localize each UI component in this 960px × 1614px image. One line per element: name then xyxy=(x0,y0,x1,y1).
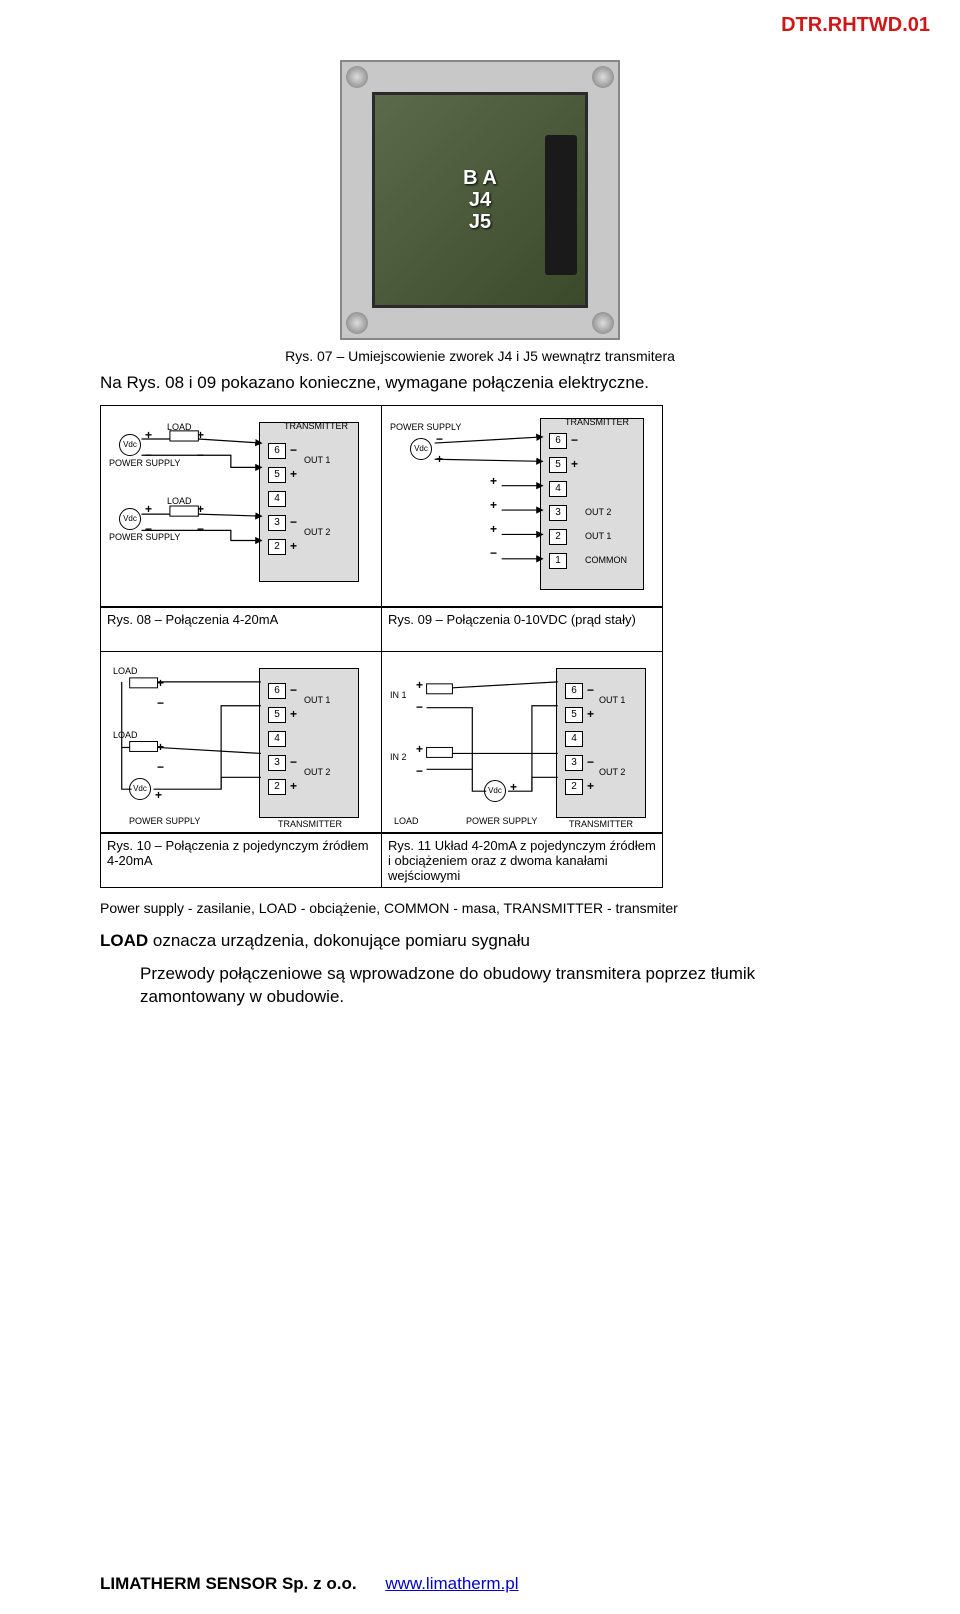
pcb-photo: B A J4 J5 xyxy=(340,60,620,340)
page-footer: LIMATHERM SENSOR Sp. z o.o. www.limather… xyxy=(100,1574,860,1594)
footer-link[interactable]: www.limatherm.pl xyxy=(385,1574,518,1593)
footer-company: LIMATHERM SENSOR Sp. z o.o. xyxy=(100,1574,357,1593)
fig08-caption: Rys. 08 – Połączenia 4-20mA xyxy=(101,607,381,651)
load-bold: LOAD xyxy=(100,931,148,950)
fig09-caption: Rys. 09 – Połączenia 0-10VDC (prąd stały… xyxy=(382,607,662,651)
diagram-rys08: TRANSMITTER 6 5 4 3 2 − + − + OUT 1 OUT … xyxy=(101,406,381,606)
load-description: LOAD oznacza urządzenia, dokonujące pomi… xyxy=(100,930,860,953)
diagram-rys10: TRANSMITTER 6 5 4 3 2 − + − + OUT 1 OUT … xyxy=(101,652,381,832)
diagram-rys09: TRANSMITTER 6 5 4 3 2 1 − + OUT 2 OUT 1 … xyxy=(382,406,662,606)
page-content: B A J4 J5 Rys. 07 – Umiejscowienie zwore… xyxy=(0,0,960,1059)
document-code: DTR.RHTWD.01 xyxy=(781,14,930,37)
fig07-caption: Rys. 07 – Umiejscowienie zworek J4 i J5 … xyxy=(100,348,860,364)
fig11-caption: Rys. 11 Układ 4-20mA z pojedynczym źródł… xyxy=(382,833,662,887)
cable-note: Przewody połączeniowe są wprowadzone do … xyxy=(100,963,860,1009)
load-line1: oznacza urządzenia, dokonujące pomiaru s… xyxy=(148,931,530,950)
diagram-rys11: TRANSMITTER 6 5 4 3 2 − + − + OUT 1 OUT … xyxy=(382,652,662,832)
legend-text: Power supply - zasilanie, LOAD - obciąże… xyxy=(100,900,860,916)
wiring-diagrams-table: TRANSMITTER 6 5 4 3 2 − + − + OUT 1 OUT … xyxy=(100,405,663,888)
intro-text: Na Rys. 08 i 09 pokazano konieczne, wyma… xyxy=(100,372,860,395)
pcb-jumper-labels: B A J4 J5 xyxy=(463,167,497,233)
fig10-caption: Rys. 10 – Połączenia z pojedynczym źródł… xyxy=(101,833,381,877)
